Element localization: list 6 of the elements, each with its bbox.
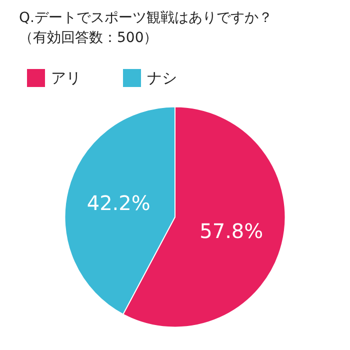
chart-title: Q.デートでスポーツ観戦はありですか？ [19, 10, 272, 26]
data-label: 42.2% [86, 190, 150, 215]
chart-subtitle: （有効回答数：500） [19, 30, 158, 46]
legend-label: アリ [51, 69, 81, 87]
data-label: 57.8% [200, 219, 264, 244]
legend-label: ナシ [147, 69, 177, 87]
